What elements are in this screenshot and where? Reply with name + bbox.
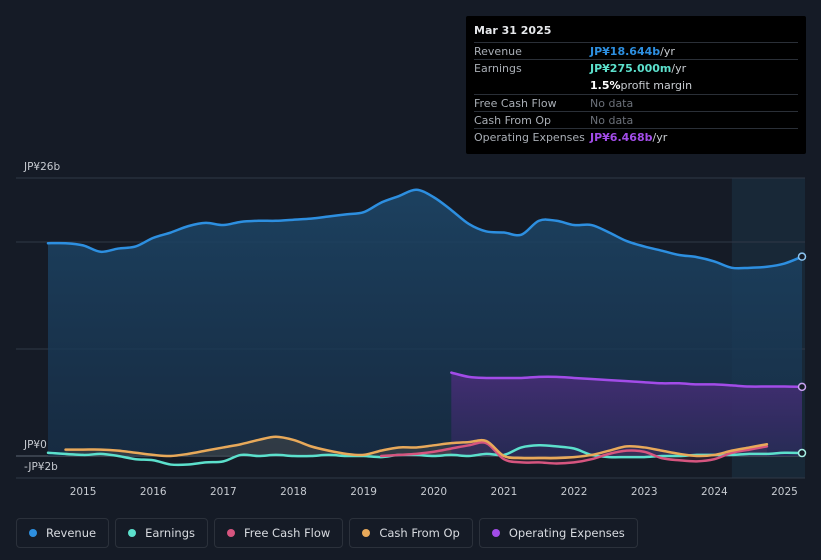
earnings-endpoint [797, 448, 807, 458]
tooltip-row: Operating Expenses JP¥6.468b /yr [474, 128, 798, 145]
tooltip-row-label [474, 77, 590, 94]
legend-item-operating-expenses[interactable]: Operating Expenses [478, 518, 638, 548]
y-axis-bottom-label: -JP¥2b [24, 461, 58, 473]
tooltip-panel: Mar 31 2025 Revenue JP¥18.644b /yr Earning… [466, 16, 806, 154]
legend-label: Operating Expenses [508, 526, 625, 540]
legend-dot-icon [29, 529, 37, 537]
legend-dot-icon [227, 529, 235, 537]
tooltip-row: Revenue JP¥18.644b /yr [474, 42, 798, 59]
x-tick-label: 2024 [701, 486, 728, 498]
opex-endpoint [797, 382, 807, 392]
tooltip-row-unit: profit margin [620, 78, 693, 92]
tooltip-row-label: Operating Expenses [474, 131, 585, 145]
x-tick-label: 2018 [280, 486, 307, 498]
tooltip-row: Free Cash Flow No data [474, 93, 798, 111]
legend-dot-icon [128, 529, 137, 537]
legend-label: Cash From Op [379, 526, 460, 540]
legend-dot-icon [491, 529, 500, 537]
legend-item-cash-from-op[interactable]: Cash From Op [349, 518, 473, 548]
tooltip-date: Mar 31 2025 [474, 24, 552, 37]
tooltip-row-value: 1.5% [590, 78, 621, 92]
legend-item-free-cash-flow[interactable]: Free Cash Flow [214, 518, 344, 548]
legend-label: Revenue [46, 526, 97, 540]
legend-dot-icon [362, 529, 371, 537]
x-tick-label: 2021 [491, 486, 518, 498]
x-tick-label: 2017 [210, 486, 237, 498]
y-axis-zero-label: JP¥0 [23, 439, 47, 451]
x-tick-label: 2019 [350, 486, 377, 498]
x-tick-label: 2016 [140, 486, 167, 498]
legend-item-earnings[interactable]: Earnings [115, 518, 208, 548]
tooltip-row-value: JP¥275.000m [590, 62, 672, 76]
tooltip-row-unit: /yr [652, 131, 668, 145]
tooltip-row-value: JP¥6.468b [590, 131, 653, 145]
earnings-line [46, 444, 804, 467]
x-tick-label: 2022 [561, 486, 588, 498]
x-tick-label: 2020 [420, 486, 447, 498]
chart-legend: Revenue Earnings Free Cash Flow Cash From O… [16, 518, 638, 548]
tooltip-row-value: JP¥18.644b [590, 45, 661, 58]
revenue-line [46, 188, 804, 270]
tooltip-row-unit: /yr [671, 62, 687, 76]
tooltip-row-nodata: No data [590, 96, 634, 110]
x-tick-label: 2025 [771, 486, 798, 498]
tooltip-row: Cash From Op No data [474, 111, 798, 128]
tooltip-row-nodata: No data [590, 114, 634, 128]
legend-label: Free Cash Flow [244, 526, 331, 540]
cfo-line [64, 435, 769, 460]
tooltip-row-label: Cash From Op [474, 114, 552, 128]
y-axis-top-label: JP¥26b [23, 161, 60, 173]
legend-item-revenue[interactable]: Revenue [16, 518, 110, 548]
legend-label: Earnings [145, 526, 195, 540]
tooltip-row-label: Earnings [474, 62, 522, 76]
fcf-line [379, 441, 769, 465]
tooltip-row-unit: /yr [660, 45, 675, 58]
tooltip-row-label: Revenue [474, 45, 522, 58]
opex-line [450, 371, 804, 389]
revenue-endpoint [797, 252, 807, 261]
x-tick-label: 2015 [70, 486, 97, 498]
tooltip-row: Earnings JP¥275.000m /yr [474, 59, 798, 76]
financial-chart: JP¥26b JP¥0 -JP¥2b 2015 2016 2017 2018 2019 2… [16, 161, 807, 498]
x-tick-label: 2023 [631, 486, 658, 498]
tooltip-row-label: Free Cash Flow [474, 96, 557, 110]
opex-area [451, 372, 802, 456]
tooltip-row: 1.5% profit margin [474, 77, 798, 94]
